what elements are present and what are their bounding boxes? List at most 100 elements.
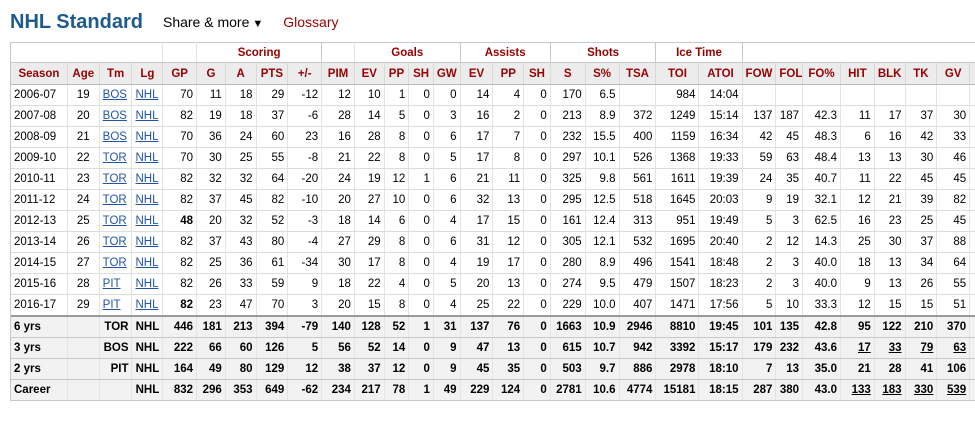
team-link[interactable]: TOR <box>102 152 127 164</box>
league-link[interactable]: NHL <box>135 257 159 269</box>
table-cell: 37 <box>196 189 226 211</box>
team-link[interactable]: PIT <box>102 278 121 290</box>
team-link-cell[interactable]: TOR <box>99 231 133 253</box>
league-link[interactable]: NHL <box>135 131 159 143</box>
team-link-cell[interactable]: TOR <box>99 147 133 169</box>
league-link-cell[interactable]: NHL <box>131 273 164 295</box>
team-link-cell[interactable]: BOS <box>99 105 133 127</box>
team-link[interactable]: BOS <box>102 110 127 122</box>
table-cell: 48 <box>162 210 198 232</box>
league-link[interactable]: NHL <box>135 173 159 185</box>
league-link-cell[interactable]: NHL <box>131 84 164 106</box>
table-cell: -3 <box>287 210 323 232</box>
table-cell: 64 <box>936 252 971 274</box>
league-link-cell[interactable]: NHL <box>131 126 164 148</box>
column-header[interactable]: PIM <box>321 62 355 85</box>
team-link[interactable]: TOR <box>102 215 127 227</box>
column-header[interactable]: TSA <box>619 62 657 85</box>
summary-cell[interactable]: 17 <box>840 337 875 359</box>
column-header[interactable]: PTS <box>256 62 289 85</box>
league-link-cell[interactable]: NHL <box>131 252 164 274</box>
table-cell: 2007-08 <box>11 105 68 127</box>
table-row: 2014-15 27 TOR NHL 82 25 36 61 -34 30 17 8 0 4 19 17 0 28… <box>11 252 975 274</box>
table-cell: 1695 <box>655 231 700 253</box>
column-header[interactable]: GV <box>936 62 971 85</box>
table-cell: 3 <box>287 294 323 317</box>
team-link[interactable]: TOR <box>102 194 127 206</box>
table-cell: 0 <box>408 105 434 127</box>
team-link-cell[interactable]: TOR <box>99 189 133 211</box>
column-header[interactable]: EV <box>354 62 385 85</box>
table-cell: 15 <box>905 294 938 317</box>
summary-cell[interactable]: 33 <box>874 337 906 359</box>
team-link[interactable]: BOS <box>102 89 127 101</box>
team-link-cell[interactable]: PIT <box>99 273 133 295</box>
team-link-cell[interactable]: PIT <box>99 294 133 317</box>
summary-cell[interactable]: 539 <box>936 379 971 401</box>
team-link-cell[interactable]: BOS <box>99 84 133 106</box>
summary-cell[interactable]: 63 <box>936 337 971 359</box>
league-link[interactable]: NHL <box>135 89 159 101</box>
league-link-cell[interactable]: NHL <box>131 147 164 169</box>
summary-cell[interactable]: 79 <box>905 337 938 359</box>
table-cell: 7 <box>492 126 525 148</box>
league-link[interactable]: NHL <box>135 194 159 206</box>
league-link[interactable]: NHL <box>135 152 159 164</box>
column-header[interactable]: ATOI <box>698 62 743 85</box>
column-header[interactable]: EV <box>460 62 494 85</box>
team-link[interactable]: TOR <box>102 236 127 248</box>
glossary-link[interactable]: Glossary <box>283 14 339 30</box>
league-link[interactable]: NHL <box>135 236 159 248</box>
column-header[interactable]: Lg <box>131 62 164 85</box>
column-header[interactable]: S <box>550 62 586 85</box>
summary-cell[interactable]: 330 <box>905 379 938 401</box>
team-link[interactable]: PIT <box>102 299 121 311</box>
column-header[interactable]: PP <box>384 62 410 85</box>
team-link-cell[interactable]: BOS <box>99 126 133 148</box>
column-header[interactable]: Tm <box>99 62 133 85</box>
column-header[interactable]: S% <box>585 62 620 85</box>
team-link[interactable]: TOR <box>102 257 127 269</box>
summary-cell <box>969 379 975 401</box>
column-header[interactable]: GP <box>162 62 198 85</box>
table-cell: 1611 <box>655 168 700 190</box>
league-link-cell[interactable]: NHL <box>131 294 164 317</box>
column-header[interactable]: FO% <box>802 62 841 85</box>
column-header[interactable]: SH <box>408 62 434 85</box>
team-link[interactable]: TOR <box>102 173 127 185</box>
league-link[interactable]: NHL <box>135 215 159 227</box>
table-cell: 45 <box>775 126 804 148</box>
league-link[interactable]: NHL <box>135 110 159 122</box>
column-header[interactable]: PP <box>492 62 525 85</box>
league-link-cell[interactable]: NHL <box>131 231 164 253</box>
column-header[interactable]: BLK <box>874 62 906 85</box>
league-link-cell[interactable]: NHL <box>131 105 164 127</box>
column-header[interactable]: Age <box>67 62 100 85</box>
stats-table-container[interactable]: Scoring Goals Assists Shots Ice Time Season A… <box>10 42 975 401</box>
column-header[interactable]: G <box>196 62 226 85</box>
team-link-cell[interactable]: TOR <box>99 210 133 232</box>
column-header[interactable]: SH <box>523 62 551 85</box>
column-header[interactable]: TK <box>905 62 938 85</box>
summary-cell[interactable]: 183 <box>874 379 906 401</box>
league-link-cell[interactable]: NHL <box>131 168 164 190</box>
column-header[interactable] <box>969 62 975 85</box>
column-header[interactable]: A <box>225 62 257 85</box>
column-header[interactable]: FOW <box>742 62 777 85</box>
team-link-cell[interactable]: TOR <box>99 252 133 274</box>
league-link[interactable]: NHL <box>135 278 159 290</box>
table-cell: 12 <box>321 84 355 106</box>
column-header[interactable]: +/- <box>287 62 323 85</box>
team-link[interactable]: BOS <box>102 131 127 143</box>
column-header[interactable]: GW <box>433 62 461 85</box>
column-header[interactable]: FOL <box>775 62 804 85</box>
league-link[interactable]: NHL <box>135 299 159 311</box>
league-link-cell[interactable]: NHL <box>131 189 164 211</box>
column-header[interactable]: Season <box>11 62 68 85</box>
column-header[interactable]: HIT <box>840 62 875 85</box>
league-link-cell[interactable]: NHL <box>131 210 164 232</box>
column-header[interactable]: TOI <box>655 62 700 85</box>
share-more-button[interactable]: Share & more ▼ <box>163 14 263 30</box>
summary-cell[interactable]: 133 <box>840 379 875 401</box>
team-link-cell[interactable]: TOR <box>99 168 133 190</box>
